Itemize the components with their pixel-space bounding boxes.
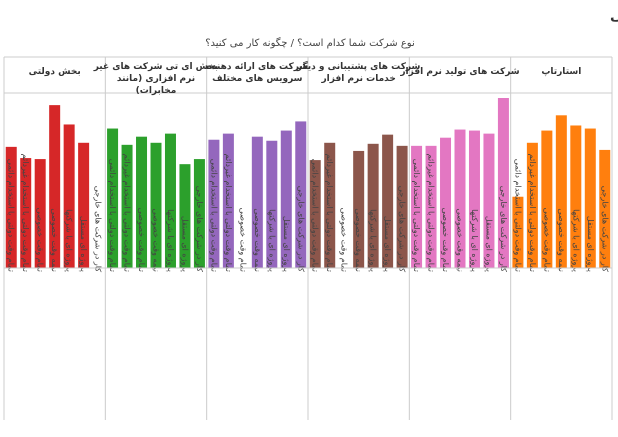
x-tick-label: تمام وقت دولتی با استخدام دائمی <box>412 159 421 272</box>
x-tick-label: نیمه وقت خصوصی <box>354 208 363 272</box>
x-tick-label: پروژه ای با شرکتها <box>571 209 580 272</box>
bar <box>121 144 133 268</box>
bar <box>150 142 162 268</box>
x-tick-label: پروژه ای مستقل <box>79 216 88 272</box>
bar <box>555 115 567 268</box>
panel-header: شرکت های ارائه دهنده سرویس های مختلف <box>206 62 308 84</box>
bar <box>396 145 408 268</box>
x-tick-label: پروژه ای با شرکتها <box>65 209 74 272</box>
x-tick-label: پروژه ای با شرکتها <box>166 209 175 272</box>
x-tick-label: کار در شرکت های خارجی <box>94 186 103 272</box>
bar <box>164 133 176 268</box>
bar <box>526 142 538 268</box>
x-tick-label: پروژه ای مستقل <box>282 216 291 272</box>
x-tick-label: تمام وقت خصوصی <box>542 208 551 272</box>
x-tick-label: تمام وقت دولتی با استخدام غیردائم <box>123 154 132 272</box>
bar <box>34 159 46 268</box>
x-tick-label: تمام وقت خصوصی <box>238 208 247 272</box>
chart-subtitle: نوع شرکت شما کدام است؟ / چگونه کار می کن… <box>205 37 415 49</box>
bar <box>295 121 307 268</box>
bar <box>222 133 234 268</box>
x-tick-label: پروژه ای مستقل <box>484 216 493 272</box>
x-tick-label: پروژه ای مستقل <box>586 216 595 272</box>
x-tick-label: کار در شرکت های خارجی <box>195 186 204 272</box>
bar <box>309 160 321 268</box>
x-tick-label: نیمه وقت خصوصی <box>253 208 262 272</box>
bar <box>63 124 75 268</box>
bar <box>49 105 61 268</box>
x-tick-label: پروژه ای مستقل <box>180 216 189 272</box>
x-tick-label: تمام وقت خصوصی <box>137 208 146 272</box>
x-tick-label: تمام وقت دولتی با استخدام دائمی <box>513 159 522 272</box>
bar <box>483 133 495 268</box>
bar <box>353 150 365 268</box>
bar <box>20 158 32 268</box>
x-tick-label: نیمه وقت خصوصی <box>557 208 566 272</box>
x-tick-label: تمام وقت دولتی با استخدام غیردائم <box>528 154 537 272</box>
x-tick-label: کار در شرکت های خارجی <box>600 186 609 272</box>
bar <box>512 196 524 268</box>
x-tick-label: پروژه ای با شرکتها <box>470 209 479 272</box>
bar <box>179 164 191 268</box>
bar <box>584 128 596 268</box>
panel-header: بخش ای تی شرکت های غیر نرم افزاری (مانند م… <box>93 62 219 96</box>
panel-header: بخش دولتی <box>29 67 81 77</box>
x-tick-label: تمام وقت خصوصی <box>441 208 450 272</box>
bar <box>367 143 379 268</box>
x-tick-label: پروژه ای با شرکتها <box>267 209 276 272</box>
x-tick-label: تمام وقت دولتی با استخدام غیردائم <box>427 154 436 272</box>
bar <box>382 134 394 268</box>
panel-header: شرکت های پشتیبانی و دیگر خدمات نرم افزار <box>296 60 421 84</box>
panel-header: استارتاپ <box>541 67 581 77</box>
x-tick-label: کار در شرکت های خارجی <box>296 186 305 272</box>
x-tick-label: تمام وقت خصوصی <box>340 208 349 272</box>
x-tick-label: کار در شرکت های خارجی <box>499 186 508 272</box>
bar <box>266 140 278 268</box>
x-tick-label: تمام وقت دولتی با استخدام غیردائم <box>224 154 233 272</box>
x-tick-label: تمام وقت خصوصی <box>36 208 45 272</box>
bar <box>136 136 148 268</box>
bar <box>454 129 466 268</box>
bar <box>251 136 263 268</box>
bar <box>570 125 582 268</box>
x-tick-label: تمام وقت دولتی با استخدام غیردائم <box>21 154 30 272</box>
x-tick-label: نیمه وقت خصوصی <box>152 208 161 272</box>
x-tick-label: تمام وقت دولتی با استخدام دائمی <box>209 159 218 272</box>
x-tick-label: پروژه ای مستقل <box>383 216 392 272</box>
panel-header: شرکت های تولید نرم افزار <box>399 67 519 77</box>
bar <box>497 98 509 268</box>
bar <box>5 146 17 268</box>
bar <box>193 159 205 268</box>
bar <box>78 142 90 268</box>
bar <box>411 145 423 268</box>
bar <box>425 145 437 268</box>
bar <box>280 130 292 268</box>
bar <box>107 128 119 268</box>
x-tick-label: پروژه ای با شرکتها <box>369 209 378 272</box>
bar <box>599 149 611 268</box>
chart-title: میزان رضایت شغلی <box>610 8 618 24</box>
bar <box>541 130 553 268</box>
bar <box>440 137 452 268</box>
x-tick-label: نیمه وقت خصوصی <box>50 208 59 272</box>
x-tick-label: کار در شرکت های خارجی <box>398 186 407 272</box>
x-tick-label: تمام وقت دولتی با استخدام دائمی <box>108 159 117 272</box>
bar <box>468 130 480 268</box>
x-tick-label: تمام وقت دولتی با استخدام غیردائم <box>325 154 334 272</box>
x-tick-label: تمام وقت دولتی با استخدام دائمی <box>7 159 16 272</box>
bar <box>208 139 220 268</box>
bar <box>324 142 336 268</box>
x-tick-label: تمام وقت دولتی با استخدام دائمی <box>311 159 320 272</box>
x-tick-label: نیمه وقت خصوصی <box>456 208 465 272</box>
